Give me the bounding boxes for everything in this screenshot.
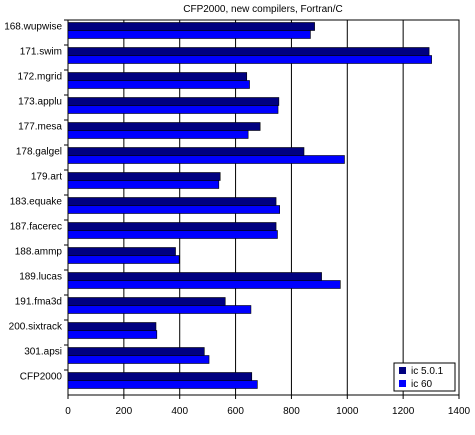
category-label: 173.applu [18,97,62,108]
bar-ic501 [67,72,248,81]
x-tick-label: 600 [227,406,244,417]
bar-ic501 [67,172,221,181]
bar-ic60 [67,205,280,214]
bar-ic501 [67,47,430,56]
category-label: 188.ammp [15,247,63,258]
bar-ic60 [67,55,432,64]
bar-ic60 [67,380,258,389]
legend-label-ic501: ic 5.0.1 [411,366,444,377]
bar-ic60 [67,280,341,289]
bar-ic501 [67,197,277,206]
bar-ic501 [67,322,157,331]
category-label: 168.wupwise [4,22,62,33]
bar-ic501 [67,372,253,381]
bar-ic60 [67,180,220,189]
bar-ic60 [67,155,345,164]
bars [67,22,432,389]
legend-label-ic60: ic 60 [411,379,433,390]
bar-ic501 [67,97,280,106]
category-label: 187.facerec [10,222,62,233]
x-tick-label: 200 [116,406,133,417]
x-tick-label: 1200 [392,406,415,417]
bar-ic60 [67,130,249,139]
bar-ic60 [67,105,279,114]
bar-ic501 [67,222,277,231]
category-label: 177.mesa [18,122,62,133]
x-tick-label: 800 [283,406,300,417]
category-label: 189.lucas [19,272,62,283]
bar-ic60 [67,330,158,339]
x-tick-label: 400 [171,406,188,417]
category-label: 172.mgrid [18,72,62,83]
bar-ic60 [67,230,278,239]
legend: ic 5.0.1 ic 60 [393,362,456,392]
category-label: 179.art [31,172,62,183]
category-label: 178.galgel [16,147,62,158]
bar-ic501 [67,22,315,31]
bar-ic60 [67,305,252,314]
bar-ic501 [67,247,176,256]
x-tick-label: 1400 [448,406,471,417]
chart-title: CFP2000, new compilers, Fortran/C [183,4,343,15]
bar-ic501 [67,147,305,156]
bar-ic501 [67,272,322,281]
x-tick-label: 0 [65,406,71,417]
x-axis: 0 200 400 600 800 1000 1200 1400 [65,395,471,417]
bar-ic60 [67,255,180,264]
category-label: 301.apsi [24,347,62,358]
category-labels: 168.wupwise 171.swim 172.mgrid 173.applu 177… [4,19,68,383]
category-label: 200.sixtrack [9,322,63,333]
x-tick-label: 1000 [336,406,359,417]
category-label: 171.swim [20,47,62,58]
bar-ic501 [67,122,261,131]
category-label: CFP2000 [20,372,63,383]
category-label: 191.fma3d [15,297,62,308]
bar-ic501 [67,297,226,306]
bar-ic60 [67,30,311,39]
category-label: 183.equake [10,197,63,208]
bar-ic60 [67,355,210,364]
bar-ic60 [67,80,250,89]
legend-swatch-ic60 [399,380,406,387]
bar-ic501 [67,347,205,356]
legend-swatch-ic501 [399,367,406,374]
